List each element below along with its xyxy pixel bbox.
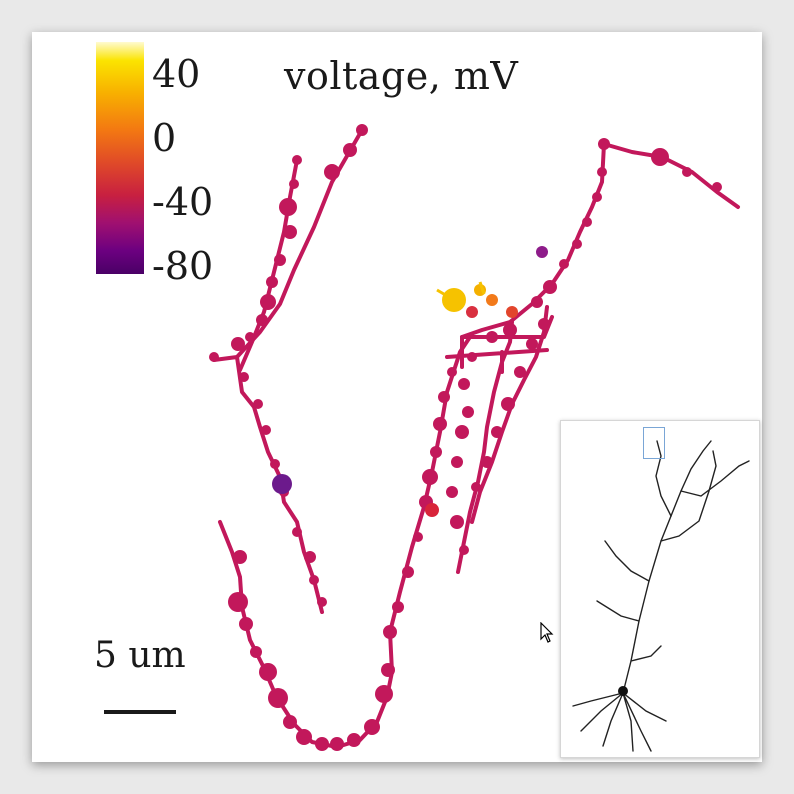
spine-heads (209, 124, 722, 751)
colorbar-tick-40: 40 (152, 52, 201, 96)
neuron-overview-inset (560, 420, 760, 758)
scale-bar-label: 5 um (94, 635, 186, 676)
inset-highlight-box (643, 427, 665, 459)
whole-neuron-silhouette (572, 440, 750, 752)
colorbar-tick-minus-40: -40 (152, 180, 214, 224)
dendrite-branch-bottom (218, 335, 472, 749)
dendrite-branch-top (602, 142, 740, 209)
scale-bar (104, 710, 176, 714)
colorbar-tick-0: 0 (152, 116, 177, 160)
dendrite-voltage-map (209, 124, 740, 751)
voltage-colorbar (96, 42, 144, 274)
voltage-hotspots (272, 246, 548, 517)
mouse-cursor-icon (540, 622, 554, 643)
figure-panel: 40 0 -40 -80 voltage, mV (32, 32, 762, 762)
dendrite-spine-row (445, 315, 554, 374)
figure-title: voltage, mV (284, 54, 519, 98)
colorbar-tick-minus-80: -80 (152, 244, 214, 288)
dendrite-branch-left-2 (238, 158, 299, 372)
